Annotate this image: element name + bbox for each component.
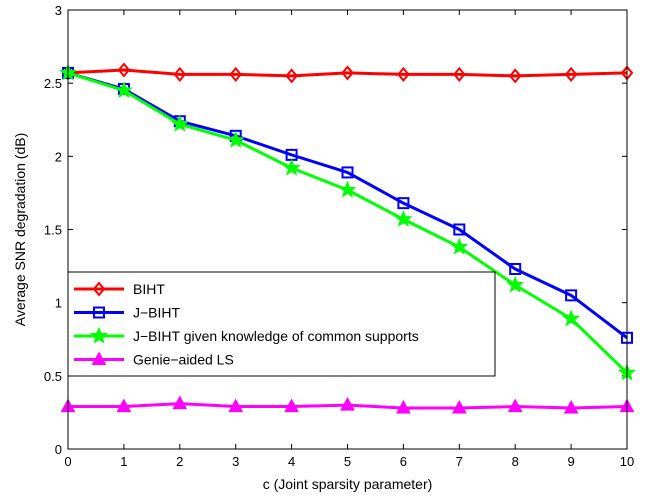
legend-entry: Genie−aided LS	[74, 351, 234, 368]
x-tick-label: 9	[567, 454, 574, 469]
triangle-marker	[507, 398, 523, 413]
triangle-marker	[396, 399, 411, 414]
legend-label: BIHT	[133, 281, 165, 297]
y-tick-label: 3	[55, 3, 62, 18]
x-tick-label: 7	[456, 454, 463, 469]
square-marker	[341, 166, 354, 179]
x-tick-label: 0	[64, 454, 71, 469]
triangle-marker	[284, 398, 299, 413]
y-tick-label: 1.5	[44, 223, 62, 238]
star-marker	[170, 114, 189, 132]
square-marker	[509, 263, 522, 276]
diamond-marker	[117, 62, 131, 78]
y-axis-label: Average SNR degradation (dB)	[12, 133, 28, 327]
square-marker	[565, 289, 578, 302]
star-marker	[394, 209, 413, 227]
diamond-marker	[285, 68, 298, 84]
star-marker	[562, 309, 581, 327]
x-tick-label: 1	[120, 454, 127, 469]
triangle-marker	[172, 395, 188, 410]
square-marker	[397, 197, 410, 210]
y-tick-label: 1	[55, 296, 62, 311]
y-tick-label: 0	[55, 442, 62, 457]
x-tick-label: 6	[400, 454, 407, 469]
series-line	[67, 71, 628, 339]
triangle-marker	[116, 398, 132, 413]
star-marker	[450, 237, 469, 255]
x-tick-label: 2	[176, 454, 183, 469]
x-axis-label: c (Joint sparsity parameter)	[263, 476, 433, 492]
square-marker	[453, 223, 466, 236]
legend-label: J−BIHT	[133, 305, 181, 321]
legend-entry: J−BIHT given knowledge of common support…	[74, 326, 419, 344]
square-marker	[93, 306, 105, 319]
diamond-marker	[92, 281, 106, 297]
triangle-marker	[340, 397, 355, 411]
diamond-marker	[452, 66, 466, 82]
diamond-marker	[341, 65, 354, 81]
triangle-marker	[451, 399, 467, 414]
diamond-marker	[173, 66, 187, 82]
y-tick-label: 0.5	[44, 369, 62, 384]
star-marker	[90, 326, 108, 344]
legend-label: Genie−aided LS	[133, 352, 234, 368]
series-diamond	[61, 62, 634, 84]
star-marker	[506, 275, 525, 293]
star-marker	[226, 130, 245, 148]
x-tick-label: 8	[512, 454, 519, 469]
diamond-marker	[229, 66, 243, 82]
triangle-marker	[563, 399, 579, 414]
x-tick-label: 5	[344, 454, 351, 469]
star-marker	[338, 180, 357, 198]
legend-entry: J−BIHT	[74, 305, 181, 321]
legend-box	[67, 271, 496, 377]
x-tick-label: 10	[620, 454, 634, 469]
plot-frame	[67, 9, 628, 450]
x-tick-label: 3	[232, 454, 239, 469]
y-tick-label: 2	[55, 149, 62, 164]
star-marker	[282, 158, 301, 176]
axes: 0 1 2 3 4 5 6 7 8 9 10 0 0.5 1 1.5 2 2.5 3	[44, 3, 634, 469]
legend: BIHT J−BIHT J−BIHT given knowledge of comm…	[67, 271, 496, 377]
diamond-marker	[508, 68, 522, 84]
legend-label: J−BIHT given knowledge of common support…	[133, 328, 419, 344]
star-marker	[114, 81, 133, 99]
legend-entry: BIHT	[74, 281, 165, 297]
triangle-marker	[228, 398, 244, 413]
x-tick-label: 4	[288, 454, 295, 469]
triangle-marker	[91, 351, 107, 365]
diamond-marker	[564, 66, 578, 82]
series-line	[67, 68, 628, 78]
diamond-marker	[397, 66, 410, 82]
y-tick-label: 2.5	[44, 76, 62, 91]
